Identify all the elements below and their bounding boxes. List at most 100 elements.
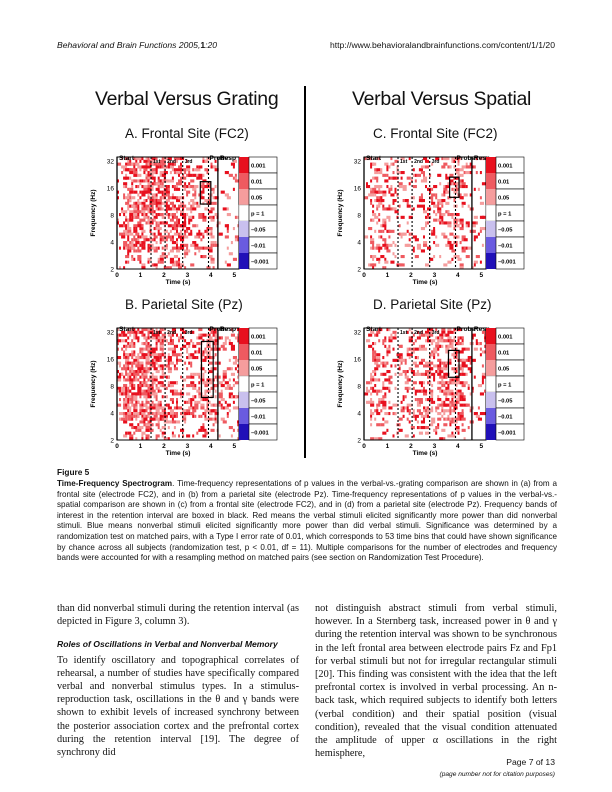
significance-cell bbox=[196, 204, 201, 208]
significance-cell bbox=[437, 412, 442, 416]
significance-cell bbox=[186, 190, 191, 194]
legend-swatch bbox=[239, 157, 249, 173]
significance-cell bbox=[131, 395, 136, 399]
significance-cell bbox=[159, 375, 164, 379]
event-label: 3rd bbox=[432, 330, 440, 336]
significance-cell bbox=[129, 437, 134, 441]
significance-cell bbox=[198, 347, 201, 351]
legend-label: –0.01 bbox=[498, 414, 513, 420]
significance-cell bbox=[431, 330, 434, 334]
significance-cell bbox=[176, 196, 178, 200]
significance-cell bbox=[459, 398, 462, 402]
significance-cell bbox=[167, 185, 170, 189]
significance-cell bbox=[143, 342, 148, 346]
significance-cell bbox=[234, 367, 237, 371]
significance-cell bbox=[159, 257, 164, 261]
significance-cell bbox=[180, 263, 185, 267]
significance-cell bbox=[232, 257, 237, 261]
significance-cell bbox=[123, 392, 126, 396]
significance-cell bbox=[425, 224, 427, 228]
significance-cell bbox=[135, 249, 138, 253]
significance-cell bbox=[200, 238, 203, 242]
significance-cell bbox=[184, 243, 189, 247]
significance-cell bbox=[433, 255, 436, 259]
significance-cell bbox=[147, 182, 152, 186]
significance-cell bbox=[161, 179, 164, 183]
significance-cell bbox=[178, 207, 180, 211]
significance-cell bbox=[121, 386, 126, 390]
significance-cell bbox=[378, 400, 381, 404]
significance-cell bbox=[186, 227, 191, 231]
significance-cell bbox=[224, 339, 227, 343]
significance-cell bbox=[425, 431, 430, 435]
significance-cell bbox=[414, 347, 419, 351]
significance-cell bbox=[437, 423, 440, 427]
significance-cell bbox=[131, 386, 136, 390]
significance-cell bbox=[145, 162, 148, 166]
significance-cell bbox=[141, 384, 144, 388]
significance-cell bbox=[449, 344, 454, 348]
significance-cell bbox=[459, 168, 464, 172]
citation-year: 2005, bbox=[178, 40, 201, 50]
significance-cell bbox=[157, 232, 162, 236]
significance-cell bbox=[141, 370, 144, 374]
significance-cell bbox=[173, 412, 176, 416]
significance-cell bbox=[423, 364, 428, 368]
significance-cell bbox=[145, 179, 148, 183]
significance-cell bbox=[123, 193, 126, 197]
significance-cell bbox=[131, 364, 134, 368]
significance-cell bbox=[180, 336, 185, 340]
significance-cell bbox=[192, 395, 197, 399]
significance-cell bbox=[457, 381, 460, 385]
significance-cell bbox=[461, 423, 464, 427]
significance-cell bbox=[135, 412, 140, 416]
significance-cell bbox=[420, 384, 423, 388]
significance-cell bbox=[145, 235, 148, 239]
significance-cell bbox=[427, 364, 432, 368]
significance-cell bbox=[445, 185, 450, 189]
significance-cell bbox=[153, 378, 158, 382]
significance-cell bbox=[155, 392, 158, 396]
significance-cell bbox=[441, 193, 444, 197]
y-tick-label: 32 bbox=[107, 159, 115, 166]
significance-cell bbox=[469, 358, 472, 362]
significance-cell bbox=[392, 176, 395, 180]
significance-cell bbox=[453, 378, 456, 382]
significance-cell bbox=[433, 218, 438, 222]
significance-cell bbox=[414, 173, 417, 177]
significance-cell bbox=[133, 372, 136, 376]
significance-cell bbox=[198, 235, 201, 239]
significance-cell bbox=[412, 235, 417, 239]
significance-cell bbox=[392, 347, 395, 351]
significance-cell bbox=[467, 204, 470, 208]
citation-page: :20 bbox=[205, 40, 218, 50]
significance-cell bbox=[143, 159, 148, 163]
significance-cell bbox=[445, 339, 448, 343]
significance-cell bbox=[208, 210, 213, 214]
significance-cell bbox=[418, 431, 423, 435]
significance-cell bbox=[372, 257, 375, 261]
significance-cell bbox=[461, 350, 464, 354]
significance-cell bbox=[163, 437, 166, 441]
significance-cell bbox=[425, 263, 430, 267]
significance-cell bbox=[372, 353, 375, 357]
significance-cell bbox=[133, 350, 136, 354]
significance-cell bbox=[406, 389, 409, 393]
significance-cell bbox=[119, 232, 124, 236]
significance-cell bbox=[210, 328, 215, 332]
significance-cell bbox=[173, 389, 178, 393]
significance-cell bbox=[165, 386, 168, 390]
significance-cell bbox=[410, 353, 413, 357]
significance-cell bbox=[147, 342, 150, 346]
significance-cell bbox=[202, 255, 207, 259]
significance-cell bbox=[220, 384, 225, 388]
significance-cell bbox=[127, 412, 132, 416]
significance-cell bbox=[135, 364, 140, 368]
significance-cell bbox=[212, 190, 215, 194]
journal-url[interactable]: http://www.behavioralandbrainfunctions.c… bbox=[329, 40, 555, 50]
significance-cell bbox=[388, 378, 391, 382]
significance-cell bbox=[153, 196, 158, 200]
significance-cell bbox=[461, 339, 464, 343]
significance-cell bbox=[445, 386, 450, 390]
significance-cell bbox=[451, 417, 456, 421]
